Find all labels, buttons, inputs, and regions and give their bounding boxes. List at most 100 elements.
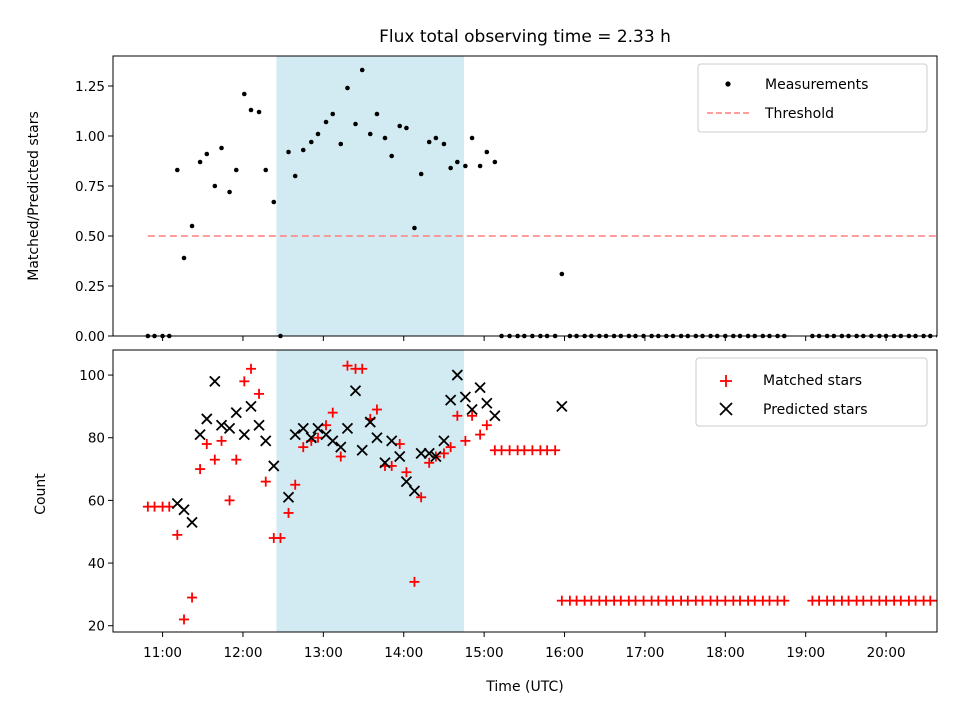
matched-star-point xyxy=(246,363,257,374)
matched-star-point xyxy=(312,432,323,443)
measurement-point xyxy=(286,149,291,155)
measurement-point xyxy=(292,173,298,179)
matched-star-point xyxy=(452,410,463,421)
bottom-ytick-label: 20 xyxy=(88,619,105,635)
predicted-star-point xyxy=(430,450,442,463)
predicted-star-point xyxy=(459,391,472,403)
matched-star-point xyxy=(342,360,353,371)
legend-matched-label: Matched stars xyxy=(763,373,862,389)
bottom-shaded-interval xyxy=(276,350,465,632)
matched-star-point xyxy=(298,442,309,453)
measurement-point xyxy=(477,163,483,169)
predicted-star-point xyxy=(282,491,295,503)
top-ytick-label: 1.00 xyxy=(75,129,105,145)
measurement-point xyxy=(315,131,321,137)
matched-star-point xyxy=(172,529,183,540)
measurement-point xyxy=(469,135,475,141)
bottom-xtick-label: 19:00 xyxy=(786,645,825,661)
predicted-star-point xyxy=(556,400,568,413)
measurement-point xyxy=(181,255,187,261)
measurement-point xyxy=(367,131,373,137)
predicted-star-point xyxy=(186,516,198,528)
predicted-star-point xyxy=(268,460,280,472)
measurement-point xyxy=(455,159,460,165)
measurement-point xyxy=(463,163,468,169)
predicted-star-point xyxy=(305,432,317,444)
measurement-point xyxy=(189,223,195,229)
predicted-star-point xyxy=(260,435,272,447)
measurement-point xyxy=(559,271,565,277)
measurement-point xyxy=(345,85,350,91)
measurement-point xyxy=(197,159,203,165)
bottom-ytick-label: 80 xyxy=(88,431,105,447)
predicted-star-point xyxy=(394,450,406,463)
predicted-star-point xyxy=(438,435,450,447)
matched-star-point xyxy=(179,614,190,625)
bottom-panel-ylabel: Count xyxy=(33,473,49,515)
predicted-star-point xyxy=(253,419,265,431)
bottom-ytick-label: 100 xyxy=(79,368,105,384)
matched-star-point xyxy=(335,451,346,462)
predicted-star-point xyxy=(289,428,301,441)
matched-star-point xyxy=(260,476,271,487)
bottom-legend-box xyxy=(695,357,928,427)
matched-star-point xyxy=(201,439,212,449)
measurement-point xyxy=(175,167,180,173)
matched-star-point xyxy=(357,363,368,374)
predicted-star-point xyxy=(245,400,257,413)
predicted-star-point xyxy=(201,413,213,425)
measurement-point xyxy=(233,167,239,173)
top-ytick-label: 1.25 xyxy=(75,79,105,95)
predicted-star-point xyxy=(445,394,457,406)
predicted-star-point xyxy=(349,385,362,397)
matched-star-point xyxy=(216,435,227,446)
matched-star-point xyxy=(401,467,412,478)
predicted-star-point xyxy=(194,428,206,441)
matched-star-point xyxy=(371,404,382,415)
bottom-xtick-label: 20:00 xyxy=(867,645,906,661)
bottom-xtick-label: 18:00 xyxy=(706,645,745,661)
matched-star-point xyxy=(254,388,265,399)
matched-star-point xyxy=(283,507,294,518)
matched-star-point xyxy=(438,448,449,459)
predicted-star-point xyxy=(400,475,413,488)
top-panel-frame xyxy=(112,55,938,337)
predicted-star-point xyxy=(408,485,421,497)
predicted-star-point xyxy=(297,422,309,434)
measurement-point xyxy=(441,141,447,147)
bottom-xtick-label: 13:00 xyxy=(304,645,343,661)
predicted-star-point xyxy=(327,435,339,447)
bottom-ytick-label: 60 xyxy=(88,493,105,509)
matched-star-point xyxy=(321,420,332,431)
bottom-xtick-label: 11:00 xyxy=(143,645,182,661)
predicted-star-point xyxy=(415,447,427,460)
measurement-point xyxy=(263,167,269,173)
top-legend: Measurements Threshold xyxy=(697,63,928,133)
predicted-star-point xyxy=(209,375,221,387)
predicted-star-point xyxy=(379,457,391,469)
matched-star-point xyxy=(394,439,405,449)
legend-matched-marker xyxy=(720,375,732,387)
measurement-point xyxy=(404,125,409,131)
predicted-star-point xyxy=(238,428,250,441)
measurement-point xyxy=(204,151,210,157)
legend-predicted-marker xyxy=(719,402,733,416)
matched-star-point xyxy=(195,464,206,475)
measurement-point xyxy=(359,67,365,73)
measurement-point xyxy=(426,139,432,145)
measurement-point xyxy=(330,111,336,117)
predicted-star-point xyxy=(341,422,354,434)
top-ytick-label: 0.25 xyxy=(75,279,105,295)
measurement-point xyxy=(242,91,247,97)
legend-measurements-marker xyxy=(725,81,731,87)
matched-star-point xyxy=(164,501,175,512)
matched-star-point xyxy=(445,442,456,453)
top-shaded-interval xyxy=(276,56,465,336)
measurement-point xyxy=(219,145,224,151)
matched-star-point xyxy=(209,454,220,465)
top-panel: Flux total observing time = 2.33 h 0.00 0… xyxy=(26,27,938,345)
matched-star-point xyxy=(467,410,478,421)
measurement-point xyxy=(227,189,232,195)
measurement-point xyxy=(248,107,254,113)
bottom-xtick-label: 12:00 xyxy=(224,645,263,661)
